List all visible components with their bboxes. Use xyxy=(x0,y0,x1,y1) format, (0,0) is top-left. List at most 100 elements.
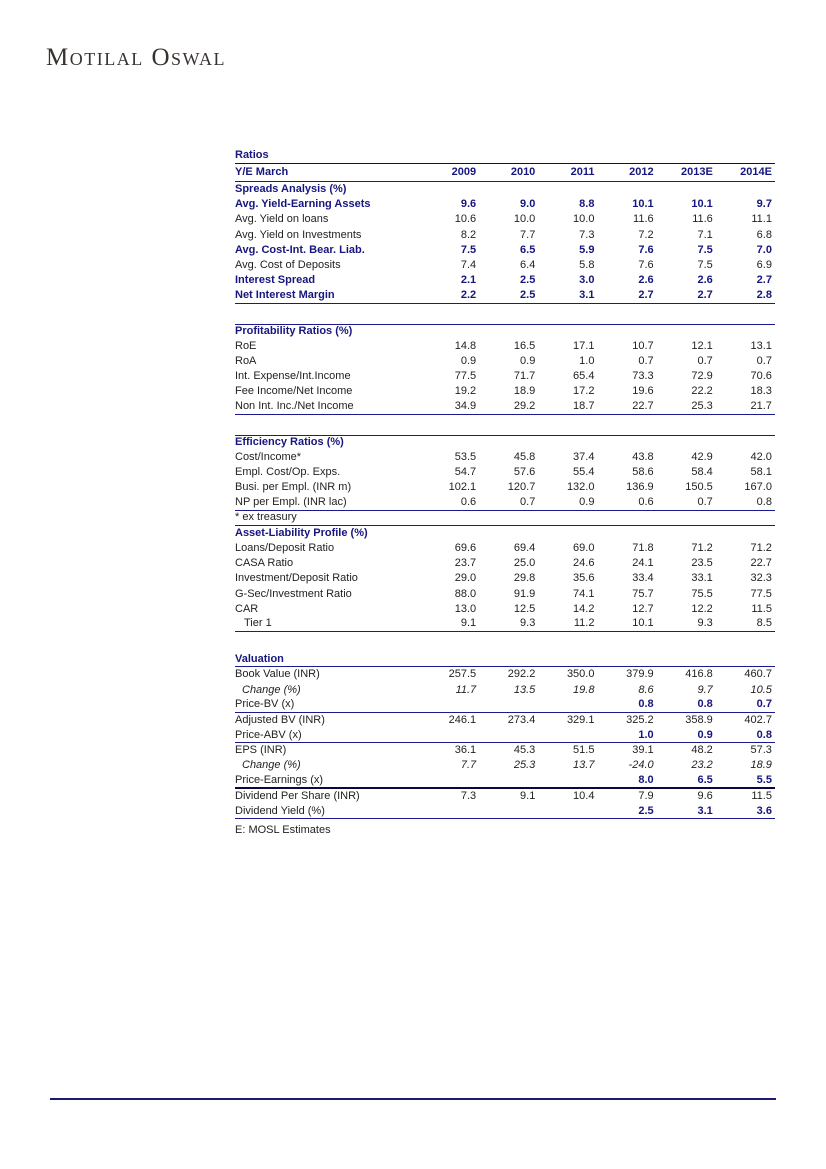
cell-value: 3.1 xyxy=(697,804,713,817)
row-label: Price-BV (x) xyxy=(235,698,295,711)
row-label: Change (%) xyxy=(242,759,301,772)
cell-value: 7.9 xyxy=(638,789,654,802)
cell-value: 2.5 xyxy=(638,804,654,817)
cell-value: 7.5 xyxy=(697,259,713,272)
table-row: Dividend Yield (%) 2.5 3.1 3.6 xyxy=(235,802,775,820)
table-row: Dividend Per Share (INR) 7.3 9.1 10.4 7.9 9.6… xyxy=(235,787,775,805)
cell-value: 42.0 xyxy=(750,450,772,463)
cell-value: 29.0 xyxy=(454,572,477,585)
cell-value: 14.2 xyxy=(573,602,595,615)
cell-value: 19.8 xyxy=(573,683,595,696)
table-row: Tier 1 9.1 9.3 11.2 10.1 9.3 8.5 xyxy=(235,615,775,633)
table-row: Empl. Cost/Op. Exps. 54.7 57.6 55.4 58.6 58.4… xyxy=(235,463,775,481)
row-label: Efficiency Ratios (%) xyxy=(235,436,344,449)
cell-value: 25.0 xyxy=(513,557,536,570)
cell-value: 18.7 xyxy=(573,400,595,413)
cell-value: 18.9 xyxy=(513,385,536,398)
cell-value: 69.0 xyxy=(573,542,595,555)
cell-value: 0.7 xyxy=(756,698,772,711)
blank-row xyxy=(235,302,775,324)
cell-value: 75.7 xyxy=(632,587,654,600)
header-year: 2013E xyxy=(680,166,713,178)
cell-value: 2.2 xyxy=(460,288,477,301)
cell-value: 19.2 xyxy=(454,385,477,398)
cell-value: 71.2 xyxy=(691,542,713,555)
cell-value: 74.1 xyxy=(573,587,595,600)
cell-value: 11.5 xyxy=(751,789,772,802)
cell-value: 58.1 xyxy=(750,466,772,479)
cell-value: 10.1 xyxy=(632,617,654,630)
row-label: Avg. Cost of Deposits xyxy=(235,259,341,272)
row-label: Avg. Cost-Int. Bear. Liab. xyxy=(235,243,365,256)
cell-value: 69.6 xyxy=(454,542,477,555)
table-row: NP per Empl. (INR lac) 0.6 0.7 0.9 0.6 0.7 0.8 xyxy=(235,494,775,511)
row-label: Busi. per Empl. (INR m) xyxy=(235,481,352,494)
row-label: Avg. Yield on loans xyxy=(235,213,329,226)
cell-value: 53.5 xyxy=(454,450,477,463)
cell-value: 3.6 xyxy=(756,804,772,817)
header-year: 2012 xyxy=(629,166,654,178)
cell-value: 273.4 xyxy=(507,713,536,726)
cell-value: 0.9 xyxy=(579,495,595,508)
table-row: EPS (INR) 36.1 45.3 51.5 39.1 48.2 57.3 xyxy=(235,742,775,759)
table-row: CASA Ratio 23.7 25.0 24.6 24.1 23.5 22.7 xyxy=(235,555,775,572)
cell-value: 29.2 xyxy=(513,400,536,413)
cell-value: 6.4 xyxy=(520,259,536,272)
table-row: Int. Expense/Int.Income 77.5 71.7 65.4 73.3 7… xyxy=(235,368,775,385)
cell-value: 12.1 xyxy=(691,339,713,352)
cell-value: 325.2 xyxy=(626,713,654,726)
table-title: Ratios xyxy=(235,148,269,161)
header-year: 2011 xyxy=(570,166,595,178)
row-label: Price-ABV (x) xyxy=(235,728,302,741)
cell-value: 45.8 xyxy=(513,450,536,463)
row-label: Asset-Liability Profile (%) xyxy=(235,526,368,539)
cell-value: 33.4 xyxy=(632,572,654,585)
cell-value: 2.5 xyxy=(520,274,536,287)
brand-logo: Motilal Oswal xyxy=(46,44,227,71)
cell-value: 71.8 xyxy=(632,542,654,555)
cell-value: 2.7 xyxy=(756,274,772,287)
cell-value: 13.7 xyxy=(573,759,595,772)
table-row: Cost/Income* 53.5 45.8 37.4 43.8 42.9 42.0 xyxy=(235,448,775,466)
cell-value: 69.4 xyxy=(513,542,536,555)
cell-value: 379.9 xyxy=(626,668,654,681)
cell-value: 9.7 xyxy=(697,683,713,696)
cell-value: 1.0 xyxy=(638,728,654,741)
cell-value: 18.9 xyxy=(750,759,772,772)
row-label: Cost/Income* xyxy=(235,450,302,463)
cell-value: 9.1 xyxy=(460,617,477,630)
note-row: * ex treasury xyxy=(235,509,775,526)
cell-value: 5.8 xyxy=(579,259,595,272)
cell-value: 13.5 xyxy=(513,683,536,696)
cell-value: 7.3 xyxy=(460,789,477,802)
cell-value: 23.7 xyxy=(454,557,477,570)
cell-value: 0.7 xyxy=(756,354,772,367)
cell-value: 2.6 xyxy=(697,274,713,287)
cell-value: 23.5 xyxy=(691,557,713,570)
ratios-table: Ratios Y/E March 2009 2010 2011 2012 2013E 2014… xyxy=(235,147,775,836)
cell-value: 14.8 xyxy=(454,339,477,352)
row-label: Loans/Deposit Ratio xyxy=(235,542,335,555)
cell-value: 77.5 xyxy=(454,370,477,383)
cell-value: 7.5 xyxy=(697,243,713,256)
table-row: Adjusted BV (INR) 246.1 273.4 329.1 325.2 358… xyxy=(235,711,775,729)
cell-value: 9.6 xyxy=(697,789,713,802)
cell-value: 6.5 xyxy=(520,243,536,256)
table-title-row: Ratios xyxy=(235,147,775,164)
table-row: Avg. Yield on Investments 8.2 7.7 7.3 7.2 7.1… xyxy=(235,226,775,243)
footer-rule xyxy=(50,1098,776,1100)
cell-value: 2.7 xyxy=(697,288,713,301)
row-label: EPS (INR) xyxy=(235,744,287,757)
table-row: Non Int. Inc./Net Income 34.9 29.2 18.7 22.7… xyxy=(235,398,775,415)
cell-value: 12.7 xyxy=(632,602,654,615)
row-label: Fee Income/Net Income xyxy=(235,385,353,398)
cell-value: 75.5 xyxy=(691,587,713,600)
cell-value: 24.6 xyxy=(573,557,595,570)
cell-value: 8.6 xyxy=(638,683,654,696)
cell-value: 12.5 xyxy=(513,602,536,615)
cell-value: 0.7 xyxy=(697,495,713,508)
cell-value: 9.6 xyxy=(460,198,477,211)
cell-value: 22.7 xyxy=(632,400,654,413)
cell-value: 22.2 xyxy=(691,385,713,398)
cell-value: 102.1 xyxy=(448,481,477,494)
